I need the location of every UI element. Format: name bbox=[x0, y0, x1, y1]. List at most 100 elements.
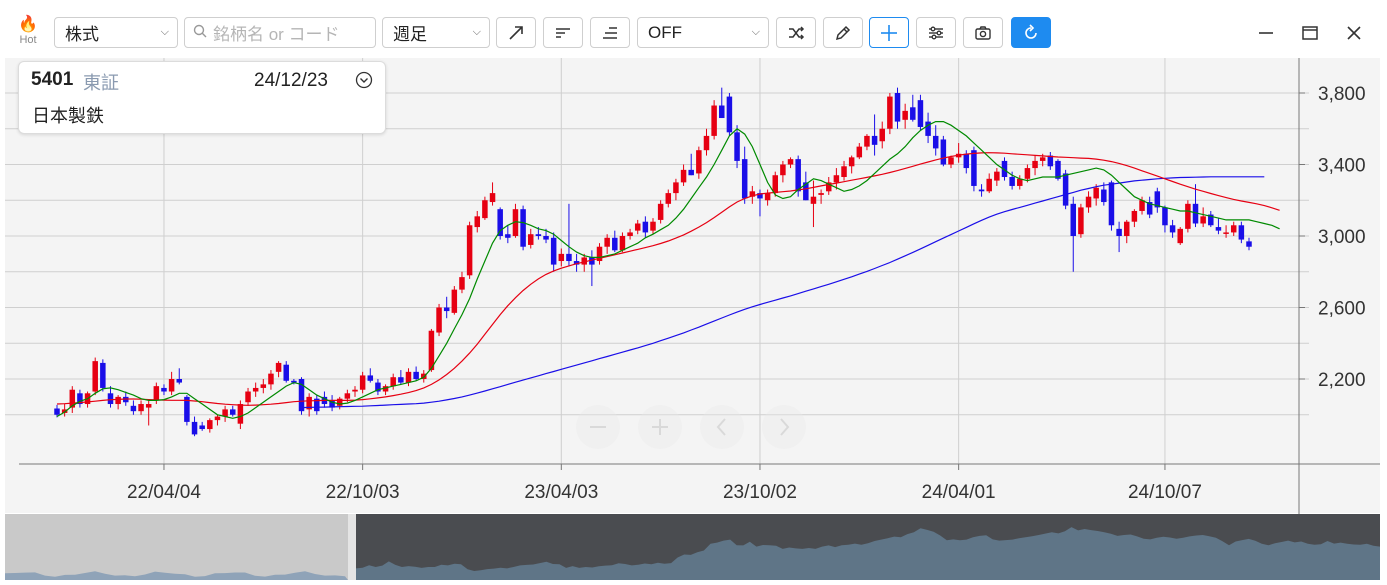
candle-body bbox=[940, 139, 947, 165]
candle bbox=[871, 114, 878, 156]
candle-body bbox=[115, 396, 121, 405]
indicator-select[interactable]: OFF ⌵ bbox=[637, 17, 769, 48]
candle bbox=[130, 400, 137, 415]
pen-button[interactable] bbox=[823, 17, 863, 48]
candle-body bbox=[573, 261, 580, 265]
candle bbox=[703, 128, 710, 156]
horizontal-lines-button[interactable] bbox=[590, 17, 630, 48]
minimize-button[interactable] bbox=[1251, 18, 1281, 48]
candle-body bbox=[978, 189, 985, 192]
range-navigator[interactable] bbox=[5, 514, 1380, 580]
candle-body bbox=[1200, 216, 1206, 224]
candle-body bbox=[1009, 177, 1015, 186]
candle bbox=[451, 286, 458, 315]
chevron-left-icon bbox=[716, 418, 726, 436]
candle bbox=[1093, 184, 1099, 206]
candle-body bbox=[604, 237, 610, 247]
candle-body bbox=[1208, 214, 1214, 226]
candle-body bbox=[61, 409, 68, 413]
candle bbox=[459, 271, 465, 294]
candle bbox=[818, 189, 824, 204]
candle-body bbox=[428, 330, 435, 371]
stock-name: 日本製鉄 bbox=[32, 106, 104, 126]
candle-body bbox=[665, 193, 672, 204]
symbol-search-input[interactable]: 銘柄名 or コード bbox=[184, 17, 376, 48]
candle bbox=[428, 328, 435, 372]
crosshair-button[interactable] bbox=[869, 17, 909, 48]
shuffle-button[interactable] bbox=[776, 17, 816, 48]
hot-button[interactable]: 🔥 Hot bbox=[14, 16, 42, 52]
candle-body bbox=[650, 221, 656, 231]
ma-long-line bbox=[301, 176, 1265, 409]
navigator-handle[interactable] bbox=[348, 514, 356, 580]
candle bbox=[100, 359, 106, 392]
market-select[interactable]: 株式 ⌵ bbox=[54, 17, 178, 48]
candle-body bbox=[153, 386, 160, 401]
candle bbox=[1108, 180, 1115, 231]
candle-body bbox=[1185, 203, 1191, 229]
refresh-button[interactable] bbox=[1011, 17, 1051, 48]
candle bbox=[1177, 227, 1183, 245]
candle-body bbox=[390, 377, 396, 387]
candle-body bbox=[1177, 228, 1183, 244]
candle bbox=[291, 379, 297, 385]
candle-body bbox=[107, 393, 114, 405]
candle-body bbox=[795, 159, 801, 192]
minus-button[interactable] bbox=[576, 405, 620, 449]
candle bbox=[1032, 155, 1038, 176]
plus-button[interactable] bbox=[638, 405, 682, 449]
y-tick-label: 3,800 bbox=[1318, 84, 1366, 105]
candle bbox=[634, 219, 641, 235]
maximize-button[interactable] bbox=[1295, 18, 1325, 48]
expand-chevron-icon[interactable] bbox=[355, 71, 373, 89]
settings-button[interactable] bbox=[916, 17, 956, 48]
candle bbox=[298, 377, 305, 415]
candle-body bbox=[1001, 160, 1008, 178]
candle bbox=[841, 160, 847, 181]
candle bbox=[413, 366, 419, 381]
screenshot-button[interactable] bbox=[963, 17, 1003, 48]
candle-body bbox=[971, 150, 977, 186]
candle bbox=[1047, 151, 1054, 170]
candlestick-chart[interactable]: 3,800 3,400 3,000 2,600 2,200 22/04/04 22/10/0… bbox=[0, 0, 1387, 514]
candle bbox=[512, 203, 519, 238]
candle bbox=[566, 203, 572, 267]
x-tick-label: 23/04/03 bbox=[524, 482, 598, 503]
candle bbox=[443, 296, 450, 319]
candle-body bbox=[214, 416, 221, 421]
candle-body bbox=[1146, 202, 1153, 215]
candle bbox=[1017, 175, 1023, 190]
chevron-left-button[interactable] bbox=[700, 405, 744, 449]
candle bbox=[138, 400, 144, 415]
candle-body bbox=[879, 128, 885, 142]
candle bbox=[1116, 221, 1122, 253]
candle bbox=[245, 387, 251, 406]
candle-body bbox=[291, 380, 297, 383]
horizontal-line-button[interactable] bbox=[543, 17, 583, 48]
candle-body bbox=[688, 169, 694, 176]
candle-body bbox=[436, 307, 442, 333]
candle bbox=[474, 210, 481, 233]
candle-body bbox=[207, 420, 213, 430]
navigator-area-history bbox=[5, 571, 348, 580]
candle-body bbox=[1024, 168, 1031, 179]
candle bbox=[910, 94, 916, 122]
candle bbox=[260, 379, 267, 394]
candle bbox=[1070, 196, 1077, 272]
candle bbox=[199, 421, 205, 431]
chevron-right-button[interactable] bbox=[762, 405, 806, 449]
candle-body bbox=[634, 223, 641, 231]
period-select[interactable]: 週足 ⌵ bbox=[382, 17, 490, 48]
stock-code: 5401 bbox=[31, 69, 74, 90]
trend-line-button[interactable] bbox=[496, 17, 536, 48]
candle-body bbox=[359, 375, 366, 390]
indicator-select-value: OFF bbox=[648, 22, 682, 42]
market-select-value: 株式 bbox=[65, 25, 99, 44]
candle-body bbox=[703, 135, 710, 151]
candle-body bbox=[894, 93, 901, 122]
close-button[interactable] bbox=[1339, 18, 1369, 48]
candle bbox=[54, 404, 60, 418]
candle-body bbox=[466, 225, 473, 276]
candle bbox=[77, 389, 83, 408]
minimize-icon bbox=[1259, 32, 1273, 34]
